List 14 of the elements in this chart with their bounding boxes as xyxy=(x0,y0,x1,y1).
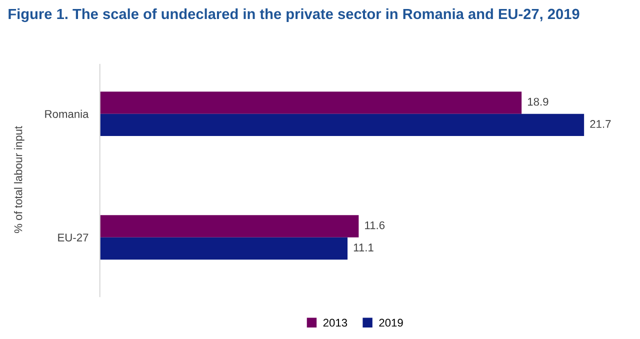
data-label: 11.1 xyxy=(354,244,374,252)
chart-title: Figure 1. The scale of undeclared in the private sector in Romania and EU-27, 2019 xyxy=(8,8,580,22)
y-tick-label: EU-27 xyxy=(58,234,88,242)
bar xyxy=(100,92,522,114)
bar xyxy=(100,114,584,136)
legend-label: 2013 xyxy=(323,318,348,327)
data-label: 11.6 xyxy=(365,221,385,230)
bar xyxy=(100,237,348,260)
data-label: 18.9 xyxy=(528,98,548,106)
y-tick-label: Romania xyxy=(45,110,89,118)
data-label: 21.7 xyxy=(590,120,611,128)
y-axis-title: % of total labour input xyxy=(14,126,24,234)
bar xyxy=(100,215,359,238)
legend-label: 2019 xyxy=(379,318,403,327)
